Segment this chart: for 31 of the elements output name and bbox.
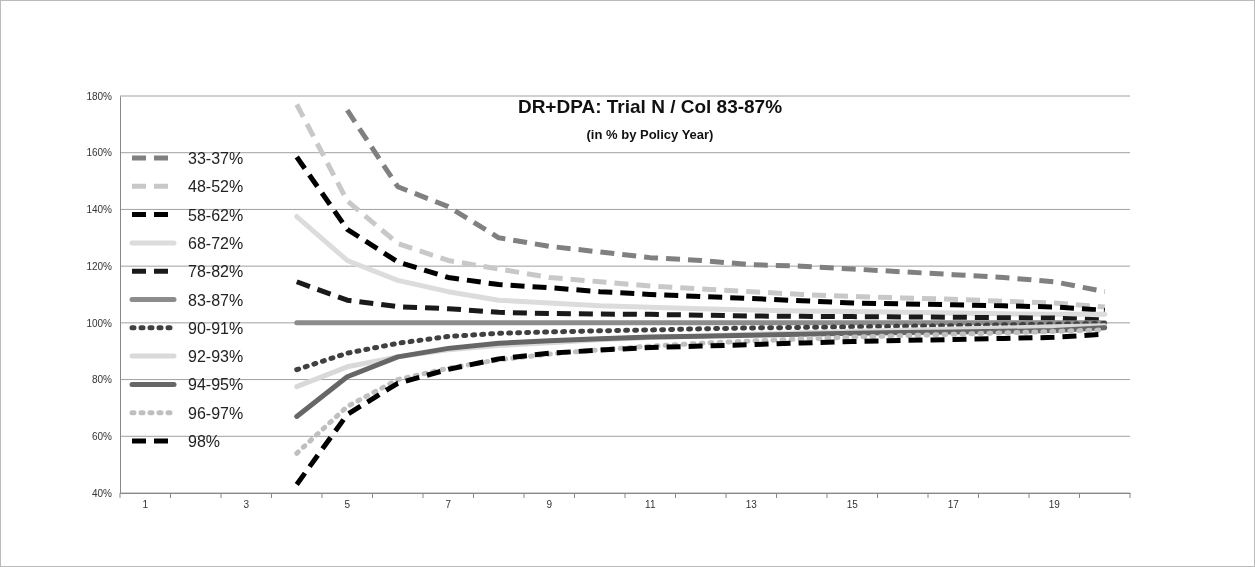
legend-label: 92-93%: [188, 348, 244, 366]
x-tick-label: 11: [645, 499, 656, 511]
x-tick-label: 5: [344, 499, 351, 511]
y-tick-label: 80%: [91, 374, 113, 386]
legend-label: 33-37%: [188, 150, 244, 167]
x-tick-label: 13: [745, 499, 758, 511]
legend-label: 68-72%: [188, 234, 244, 252]
x-tick-label: 17: [947, 499, 960, 511]
legend-label: 98%: [188, 433, 221, 450]
x-tick-label: 1: [142, 499, 149, 511]
y-tick-label: 60%: [91, 430, 113, 442]
x-tick-label: 15: [846, 499, 859, 511]
x-tick-label: 7: [445, 499, 452, 511]
legend-label: 48-52%: [188, 178, 244, 196]
y-tick-label: 40%: [91, 487, 113, 499]
y-tick-label: 100%: [86, 317, 113, 329]
x-tick-label: 19: [1048, 499, 1061, 511]
chart-title: DR+DPA: Trial N / Col 83-87%: [517, 96, 783, 117]
x-tick-label: 3: [243, 499, 250, 511]
y-tick-label: 120%: [86, 260, 113, 272]
y-tick-label: 160%: [86, 147, 113, 159]
legend-label: 83-87%: [188, 291, 244, 309]
y-tick-label: 140%: [86, 204, 113, 216]
y-tick-label: 180%: [86, 90, 113, 102]
legend-label: 90-91%: [188, 319, 244, 337]
legend-label: 58-62%: [188, 206, 244, 224]
legend-label: 94-95%: [188, 376, 244, 394]
text: (in % by Policy Year): [586, 127, 714, 142]
legend-label: 96-97%: [188, 404, 244, 422]
legend-label: 78-82%: [188, 263, 244, 281]
x-tick-label: 9: [546, 499, 553, 511]
